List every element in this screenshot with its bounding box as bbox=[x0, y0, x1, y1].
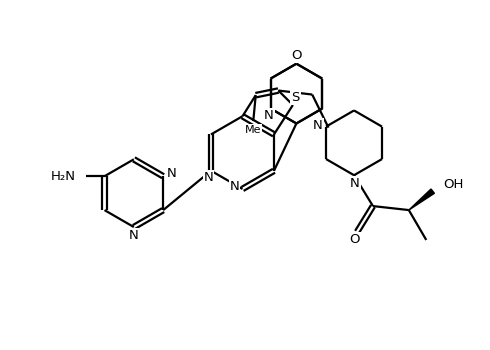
Text: H₂N: H₂N bbox=[50, 170, 75, 183]
Text: OH: OH bbox=[443, 178, 464, 191]
Text: O: O bbox=[291, 49, 302, 62]
Text: Me: Me bbox=[245, 125, 262, 134]
Text: N: N bbox=[204, 171, 214, 184]
Text: O: O bbox=[349, 233, 360, 246]
Polygon shape bbox=[409, 189, 435, 210]
Text: S: S bbox=[291, 91, 299, 104]
Text: N: N bbox=[129, 229, 139, 242]
Text: N: N bbox=[230, 180, 240, 193]
Text: N: N bbox=[264, 110, 274, 122]
Text: N: N bbox=[350, 177, 360, 190]
Text: N: N bbox=[313, 119, 323, 132]
Text: N: N bbox=[166, 167, 176, 180]
